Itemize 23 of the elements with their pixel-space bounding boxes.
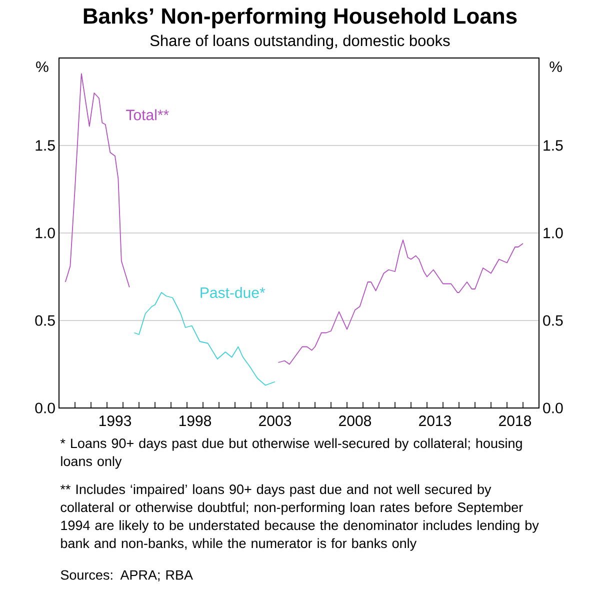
y2-tick-label: 0.5 bbox=[543, 315, 563, 326]
series-label: Past-due* bbox=[200, 286, 266, 298]
y-tick-label: 0.5 bbox=[35, 315, 55, 326]
y2-tick-label: 0.0 bbox=[543, 402, 563, 414]
x-tick-label: 2008 bbox=[339, 416, 372, 426]
y-tick-label: 1.0 bbox=[36, 228, 55, 238]
text: ** Includes ‘impaired’ loans 90+ days past due and not well secured by collateral or otherwise doubtful; non-performing loan rates before September 1994 are likely to be understated because the denominator includes lending by bank and non-banks, while the numerator is for banks only bbox=[60, 484, 539, 551]
y-tick-label: 1.5 bbox=[36, 140, 55, 151]
x-tick-label: 2003 bbox=[259, 416, 292, 426]
x-tick-label: 2013 bbox=[419, 416, 452, 426]
y2-tick-label: 1.5 bbox=[544, 140, 563, 151]
y2-axis-title: % bbox=[550, 61, 562, 72]
series-label: Total** bbox=[126, 109, 169, 120]
source-note: Sources: APRA; RBA bbox=[60, 570, 193, 582]
y-tick-label: 0.0 bbox=[35, 402, 55, 414]
y2-tick-label: 1.0 bbox=[544, 228, 563, 238]
y-axis-title: % bbox=[36, 62, 48, 72]
x-tick-label: 2018 bbox=[499, 416, 532, 426]
x-tick-label: 1998 bbox=[179, 416, 212, 426]
x-tick-label: 1993 bbox=[99, 416, 132, 426]
chart-title: Banks’ Non-performing Household Loans bbox=[84, 8, 517, 28]
text: * Loans 90+ days past due but otherwise well-secured by collateral; housing loans only bbox=[60, 438, 522, 469]
chart-subtitle: Share of loans outstanding, domestic books bbox=[150, 34, 450, 50]
